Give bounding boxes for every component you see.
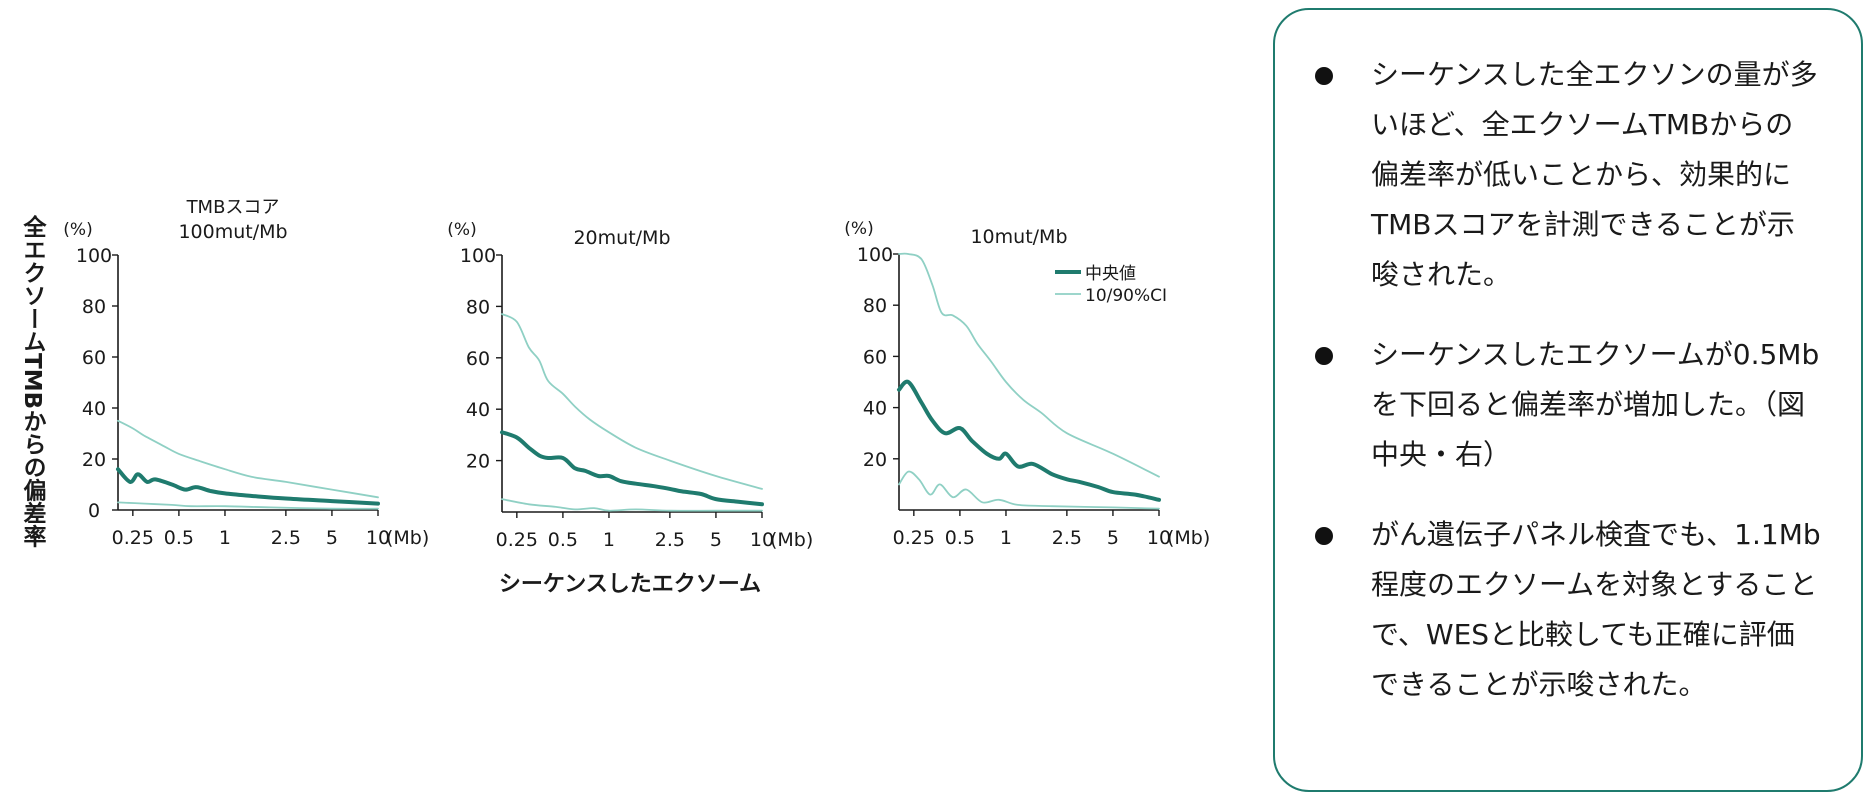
ci-series-line (898, 252, 1160, 478)
bullet-icon (1315, 67, 1333, 85)
y-tick-label: 60 (863, 346, 887, 368)
x-tick-label: 0.25 (496, 529, 538, 551)
x-tick-label: 1 (219, 527, 231, 549)
y-tick-label: 80 (863, 295, 887, 317)
finding-item: がん遺伝子パネル検査でも、1.1Mb程度のエクソームを対象とすることで、WESと… (1315, 510, 1821, 710)
x-tick-label: 2.5 (1052, 527, 1082, 549)
legend-median-label: 中央値 (1085, 264, 1136, 284)
y-tick-label: 80 (466, 296, 490, 318)
x-tick-label: 0.25 (893, 527, 935, 549)
finding-item: シーケンスした全エクソンの量が多いほど、全エクソームTMBからの偏差率が低いこと… (1315, 50, 1821, 300)
x-tick-label: 10 (750, 529, 774, 551)
ci-series-line (501, 498, 763, 512)
x-tick-label: 5 (710, 529, 722, 551)
x-tick-label: 10 (1147, 527, 1171, 549)
median-series-line (897, 379, 1161, 502)
y-tick-label: 80 (82, 296, 106, 318)
ci-series-line (898, 470, 1160, 510)
chart-title: 100mut/Mb (178, 221, 287, 243)
bullet-icon (1315, 347, 1333, 365)
y-unit-label: (%) (447, 220, 476, 240)
x-tick-label: 0.5 (548, 529, 578, 551)
x-unit-label: (Mb) (1167, 527, 1210, 549)
x-tick-label: 0.25 (112, 527, 154, 549)
y-axis-title: 全エクソームTMBからの偏差率 (19, 215, 45, 548)
ci-series-line (117, 419, 379, 499)
y-tick-label: 100 (857, 244, 893, 266)
x-tick-label: 5 (1107, 527, 1119, 549)
finding-text: シーケンスしたエクソームが0.5Mbを下回ると偏差率が増加した。（図中央・右） (1371, 338, 1820, 471)
x-tick-label: 1 (1000, 527, 1012, 549)
y-tick-label: 60 (82, 347, 106, 369)
x-tick-label: 5 (326, 527, 338, 549)
finding-text: シーケンスした全エクソンの量が多いほど、全エクソームTMBからの偏差率が低いこと… (1371, 58, 1818, 291)
ci-series-line (117, 501, 379, 510)
ci-series-line (501, 313, 763, 490)
y-tick-label: 40 (466, 399, 490, 421)
y-tick-label: 20 (82, 449, 106, 471)
y-unit-label: (%) (63, 220, 92, 240)
x-axis-title: シーケンスしたエクソーム (499, 572, 761, 597)
bullet-icon (1315, 527, 1333, 545)
findings-list: シーケンスした全エクソンの量が多いほど、全エクソームTMBからの偏差率が低いこと… (1275, 10, 1861, 710)
finding-text: がん遺伝子パネル検査でも、1.1Mb程度のエクソームを対象とすることで、WESと… (1371, 518, 1821, 701)
x-tick-label: 1 (603, 529, 615, 551)
y-tick-label: 20 (466, 451, 490, 473)
x-unit-label: (Mb) (770, 529, 813, 551)
x-tick-label: 2.5 (271, 527, 301, 549)
x-tick-label: 0.5 (164, 527, 194, 549)
y-tick-label: 20 (863, 449, 887, 471)
x-tick-label: 10 (366, 527, 390, 549)
median-series-line (116, 467, 380, 506)
y-tick-label: 100 (76, 245, 112, 267)
findings-panel: シーケンスした全エクソンの量が多いほど、全エクソームTMBからの偏差率が低いこと… (1273, 8, 1863, 792)
x-tick-label: 0.5 (945, 527, 975, 549)
y-tick-label: 40 (82, 398, 106, 420)
chart-title: 20mut/Mb (573, 227, 670, 249)
finding-item: シーケンスしたエクソームが0.5Mbを下回ると偏差率が増加した。（図中央・右） (1315, 330, 1821, 480)
y-tick-label: 0 (88, 500, 100, 522)
median-series-line (500, 430, 764, 507)
chart-title: TMBスコア (186, 197, 280, 218)
y-tick-label: 100 (460, 245, 496, 267)
x-tick-label: 2.5 (655, 529, 685, 551)
chart-title: 10mut/Mb (970, 226, 1067, 248)
y-tick-label: 60 (466, 348, 490, 370)
y-unit-label: (%) (844, 219, 873, 239)
y-tick-label: 40 (863, 398, 887, 420)
legend-ci-label: 10/90%CI (1085, 286, 1167, 306)
x-unit-label: (Mb) (386, 527, 429, 549)
